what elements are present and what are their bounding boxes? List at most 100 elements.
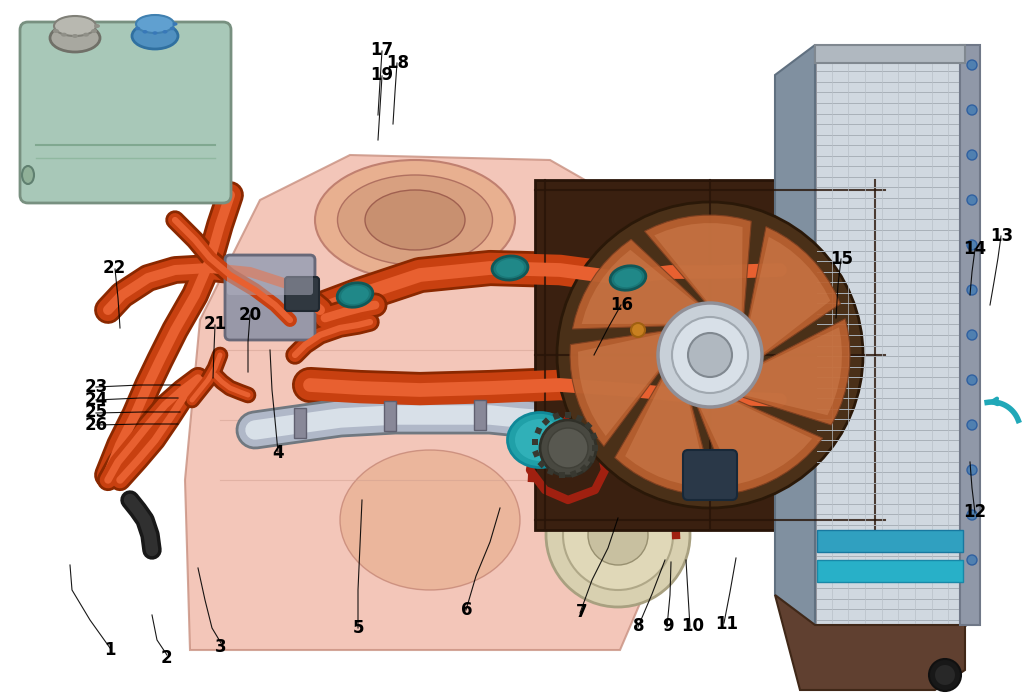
Circle shape bbox=[967, 240, 977, 250]
Text: 12: 12 bbox=[964, 503, 986, 521]
Bar bbox=[588, 455, 596, 463]
Polygon shape bbox=[775, 595, 965, 690]
Circle shape bbox=[967, 195, 977, 205]
Text: 23: 23 bbox=[85, 378, 108, 396]
Polygon shape bbox=[738, 319, 850, 425]
Text: 10: 10 bbox=[681, 617, 703, 635]
Ellipse shape bbox=[340, 450, 520, 590]
Circle shape bbox=[546, 463, 690, 607]
Ellipse shape bbox=[94, 24, 100, 28]
Ellipse shape bbox=[315, 160, 515, 280]
Text: 7: 7 bbox=[575, 603, 588, 621]
Ellipse shape bbox=[508, 412, 572, 468]
Bar bbox=[547, 468, 555, 475]
Polygon shape bbox=[740, 327, 842, 415]
Circle shape bbox=[557, 202, 863, 508]
Text: 9: 9 bbox=[662, 617, 674, 635]
Ellipse shape bbox=[22, 166, 34, 184]
Circle shape bbox=[967, 510, 977, 520]
Circle shape bbox=[672, 317, 748, 393]
FancyBboxPatch shape bbox=[683, 450, 737, 500]
Ellipse shape bbox=[610, 266, 646, 290]
Polygon shape bbox=[750, 237, 830, 356]
FancyBboxPatch shape bbox=[20, 22, 231, 203]
Circle shape bbox=[935, 665, 955, 685]
Bar bbox=[580, 464, 589, 473]
Polygon shape bbox=[185, 155, 680, 650]
Bar bbox=[592, 445, 598, 451]
Circle shape bbox=[967, 375, 977, 385]
Circle shape bbox=[658, 303, 762, 407]
Text: 18: 18 bbox=[386, 54, 409, 72]
Polygon shape bbox=[775, 45, 815, 625]
Circle shape bbox=[967, 555, 977, 565]
Ellipse shape bbox=[515, 419, 565, 461]
Circle shape bbox=[540, 420, 596, 476]
Circle shape bbox=[967, 150, 977, 160]
Text: 25: 25 bbox=[85, 403, 108, 421]
Polygon shape bbox=[582, 250, 699, 324]
Text: 21: 21 bbox=[204, 315, 226, 333]
Polygon shape bbox=[644, 215, 752, 318]
Ellipse shape bbox=[53, 29, 59, 33]
FancyBboxPatch shape bbox=[815, 45, 965, 625]
Ellipse shape bbox=[72, 34, 78, 38]
Ellipse shape bbox=[61, 33, 67, 36]
Bar bbox=[817, 560, 963, 582]
Bar bbox=[538, 460, 546, 468]
Bar bbox=[584, 421, 593, 430]
Ellipse shape bbox=[142, 30, 147, 34]
Text: 11: 11 bbox=[716, 614, 738, 633]
FancyBboxPatch shape bbox=[227, 257, 313, 295]
Circle shape bbox=[631, 323, 645, 337]
Polygon shape bbox=[748, 226, 841, 358]
Circle shape bbox=[563, 480, 673, 590]
Ellipse shape bbox=[365, 190, 465, 250]
FancyBboxPatch shape bbox=[961, 45, 980, 625]
Text: 2: 2 bbox=[161, 649, 173, 668]
Text: 22: 22 bbox=[103, 259, 126, 278]
Bar bbox=[535, 427, 543, 435]
Circle shape bbox=[967, 60, 977, 70]
Ellipse shape bbox=[493, 256, 528, 280]
Text: 13: 13 bbox=[990, 227, 1013, 245]
Bar bbox=[384, 401, 396, 431]
Circle shape bbox=[967, 465, 977, 475]
Bar bbox=[559, 472, 565, 478]
Text: 3: 3 bbox=[215, 637, 227, 656]
Bar bbox=[294, 408, 306, 438]
Ellipse shape bbox=[91, 29, 97, 33]
Text: 1: 1 bbox=[103, 641, 116, 659]
Bar bbox=[542, 417, 550, 426]
Bar bbox=[474, 400, 486, 430]
Ellipse shape bbox=[54, 16, 96, 36]
Bar bbox=[575, 415, 584, 422]
Ellipse shape bbox=[170, 27, 175, 30]
Text: 16: 16 bbox=[610, 296, 633, 314]
FancyBboxPatch shape bbox=[225, 255, 315, 340]
Ellipse shape bbox=[132, 23, 178, 49]
Text: 19: 19 bbox=[371, 66, 393, 85]
Polygon shape bbox=[578, 333, 666, 436]
Polygon shape bbox=[626, 376, 709, 487]
Text: 17: 17 bbox=[371, 41, 393, 59]
Ellipse shape bbox=[337, 283, 373, 308]
Circle shape bbox=[967, 330, 977, 340]
Polygon shape bbox=[696, 399, 822, 493]
Bar bbox=[532, 439, 538, 445]
Bar bbox=[817, 530, 963, 552]
Text: 8: 8 bbox=[633, 617, 645, 635]
Polygon shape bbox=[698, 400, 812, 484]
Circle shape bbox=[967, 105, 977, 115]
Circle shape bbox=[967, 420, 977, 430]
Ellipse shape bbox=[163, 30, 168, 34]
Bar bbox=[569, 470, 578, 478]
Polygon shape bbox=[570, 331, 667, 447]
Circle shape bbox=[929, 659, 961, 691]
Bar bbox=[565, 412, 571, 418]
Ellipse shape bbox=[136, 15, 174, 33]
Circle shape bbox=[967, 285, 977, 295]
Polygon shape bbox=[815, 45, 965, 63]
Text: 6: 6 bbox=[461, 600, 473, 619]
Polygon shape bbox=[535, 180, 885, 530]
